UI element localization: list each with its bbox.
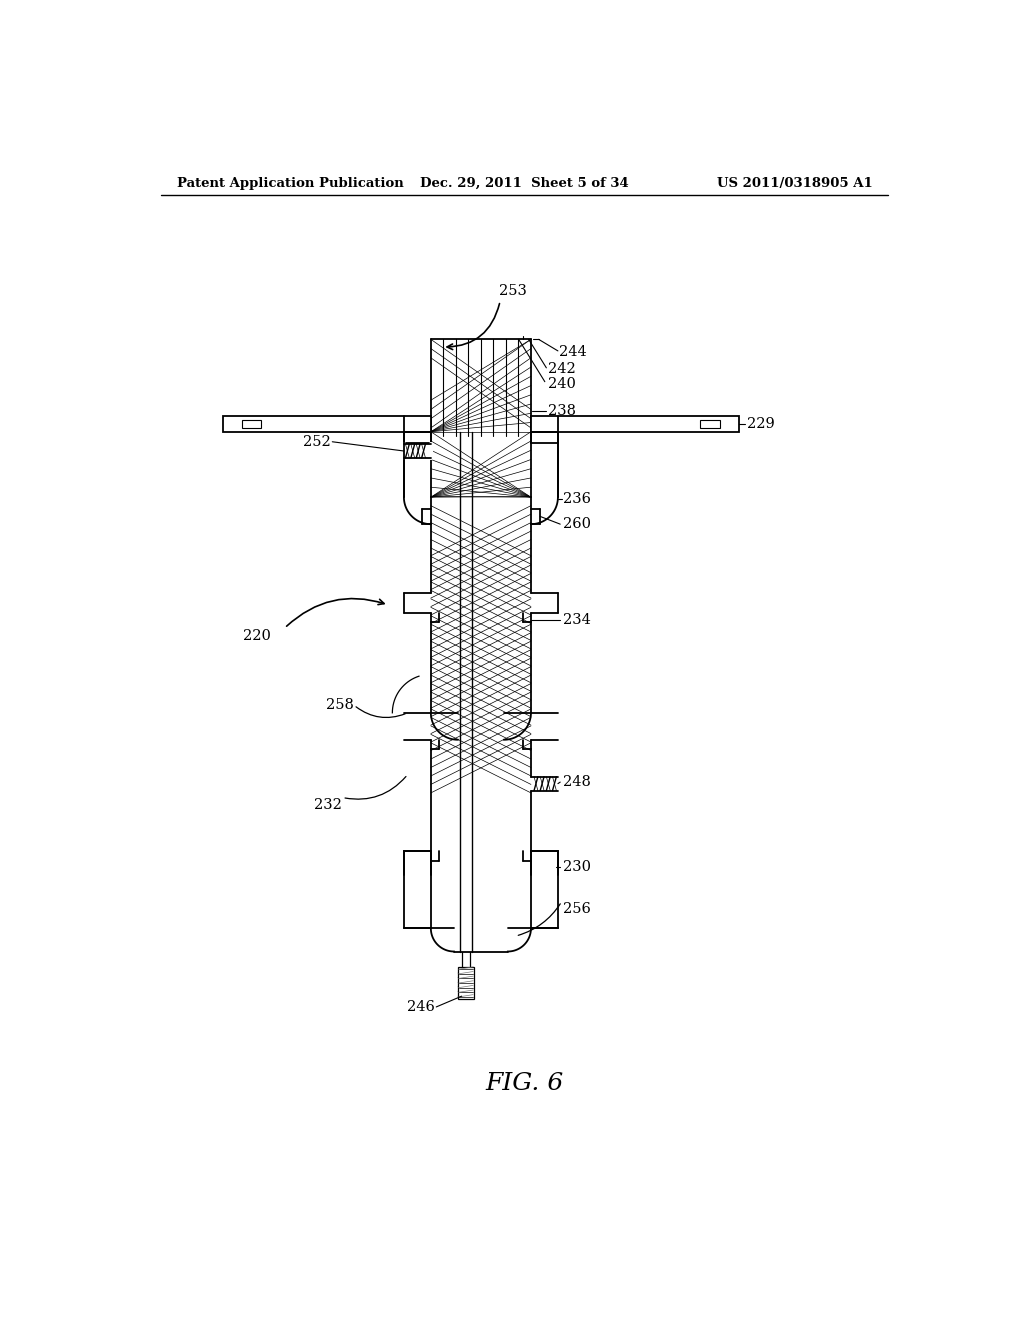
Text: 258: 258 [326,698,354,711]
Bar [700,420,720,428]
Text: 246: 246 [407,1001,435,1014]
Text: 253: 253 [499,284,526,298]
Bar [531,416,739,432]
Text: 248: 248 [563,775,591,789]
Text: 232: 232 [314,799,342,812]
Text: 242: 242 [548,362,575,376]
Text: Patent Application Publication: Patent Application Publication [177,177,403,190]
Text: 238: 238 [548,404,575,418]
Text: FIG. 6: FIG. 6 [485,1072,564,1096]
Text: 236: 236 [563,492,591,506]
Text: 240: 240 [548,378,575,391]
Text: 244: 244 [559,346,587,359]
Text: 260: 260 [563,517,591,531]
Text: 256: 256 [563,902,591,916]
Text: 220: 220 [243,628,270,643]
Text: 234: 234 [563,614,591,627]
Bar [458,966,474,999]
Text: 252: 252 [303,434,331,449]
Bar [223,416,431,432]
Text: US 2011/0318905 A1: US 2011/0318905 A1 [717,177,872,190]
Bar [243,420,261,428]
Text: 229: 229 [746,417,774,432]
Text: Dec. 29, 2011  Sheet 5 of 34: Dec. 29, 2011 Sheet 5 of 34 [421,177,629,190]
Text: 230: 230 [563,859,591,874]
